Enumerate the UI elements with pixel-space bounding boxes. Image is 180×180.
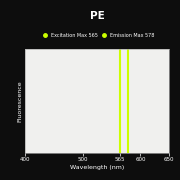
Legend: Excitation Max 565, Emission Max 578: Excitation Max 565, Emission Max 578 [38, 31, 156, 40]
X-axis label: Wavelength (nm): Wavelength (nm) [70, 165, 124, 170]
Y-axis label: Fluorescence: Fluorescence [17, 80, 22, 122]
Text: PE: PE [90, 11, 105, 21]
